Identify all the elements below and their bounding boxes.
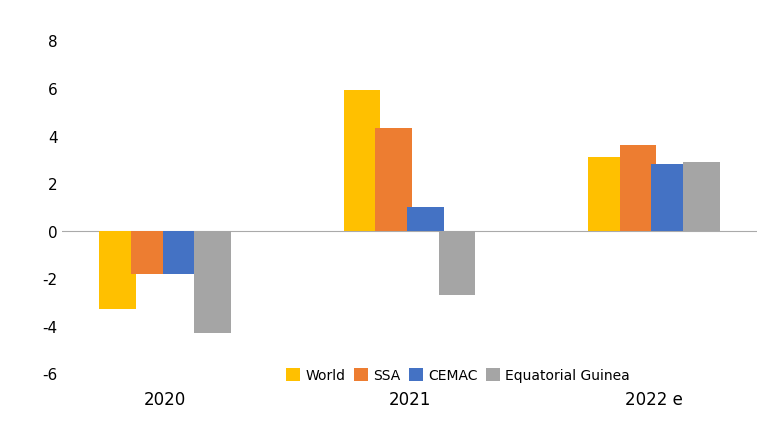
Bar (131, 231, 168, 274)
Bar (620, 146, 657, 231)
Bar (588, 158, 625, 231)
Bar (439, 231, 476, 295)
Bar (407, 208, 444, 231)
Bar (162, 231, 199, 274)
Bar (651, 165, 688, 231)
Bar (683, 162, 720, 231)
Bar (375, 129, 412, 231)
Bar (194, 231, 231, 333)
Bar (343, 91, 380, 231)
Legend: World, SSA, CEMAC, Equatorial Guinea: World, SSA, CEMAC, Equatorial Guinea (286, 368, 630, 382)
Bar (99, 231, 136, 310)
